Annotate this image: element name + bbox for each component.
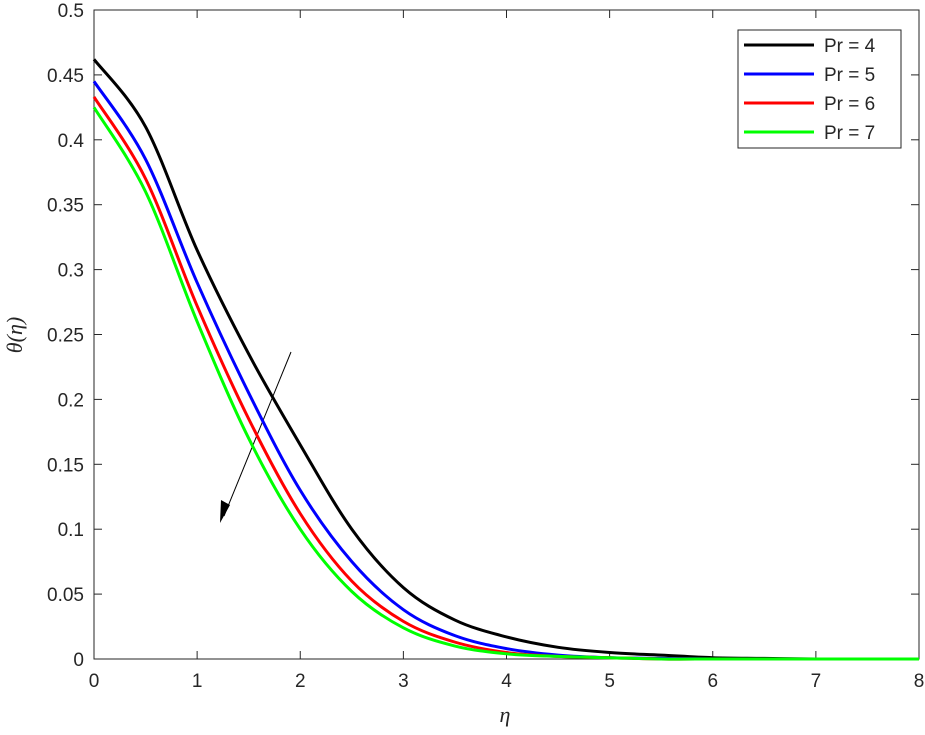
y-tick-label: 0.35	[47, 196, 84, 217]
legend-box	[737, 29, 902, 149]
y-tick-label: 0.05	[47, 585, 84, 606]
y-tick-label: 0.45	[47, 66, 84, 87]
x-tick-label: 8	[914, 671, 925, 692]
y-axis-label: θ(η)	[2, 317, 27, 353]
x-tick-label: 5	[604, 671, 615, 692]
legend-label: Pr = 7	[824, 123, 875, 144]
x-axis-label: η	[500, 702, 511, 727]
x-tick-label: 7	[811, 671, 822, 692]
y-tick-label: 0.1	[58, 520, 84, 541]
x-tick-label: 6	[707, 671, 718, 692]
legend-label: Pr = 6	[824, 94, 875, 115]
y-tick-label: 0.2	[58, 390, 84, 411]
y-tick-label: 0.15	[47, 455, 84, 476]
y-tick-label: 0.5	[58, 1, 84, 22]
legend: Pr = 4 Pr = 5 Pr = 6 Pr = 7	[737, 29, 902, 149]
legend-label: Pr = 4	[824, 36, 876, 57]
x-tick-label: 1	[192, 671, 203, 692]
x-tick-label: 4	[501, 671, 512, 692]
legend-label: Pr = 5	[824, 65, 875, 86]
y-tick-label: 0	[73, 650, 84, 671]
y-tick-label: 0.3	[58, 261, 84, 282]
line-series	[92, 106, 919, 661]
x-tick-label: 2	[295, 671, 306, 692]
y-tick-label: 0.25	[47, 326, 84, 347]
x-tick-label: 3	[398, 671, 409, 692]
arrow-head	[220, 500, 230, 523]
y-tick-label: 0.4	[58, 131, 85, 152]
x-tick-label: 0	[89, 671, 100, 692]
